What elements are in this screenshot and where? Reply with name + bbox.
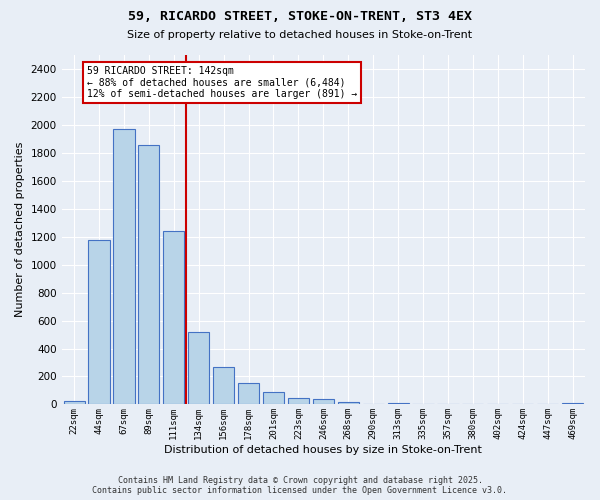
Bar bbox=[263, 392, 284, 404]
Bar bbox=[188, 332, 209, 404]
Bar bbox=[213, 366, 234, 405]
Bar bbox=[88, 240, 110, 404]
Bar bbox=[238, 383, 259, 404]
Y-axis label: Number of detached properties: Number of detached properties bbox=[15, 142, 25, 318]
Bar bbox=[338, 402, 359, 404]
X-axis label: Distribution of detached houses by size in Stoke-on-Trent: Distribution of detached houses by size … bbox=[164, 445, 482, 455]
Text: Contains HM Land Registry data © Crown copyright and database right 2025.
Contai: Contains HM Land Registry data © Crown c… bbox=[92, 476, 508, 495]
Bar bbox=[388, 402, 409, 404]
Bar bbox=[163, 231, 184, 404]
Bar bbox=[64, 401, 85, 404]
Bar bbox=[113, 129, 134, 404]
Bar bbox=[562, 403, 583, 404]
Text: Size of property relative to detached houses in Stoke-on-Trent: Size of property relative to detached ho… bbox=[127, 30, 473, 40]
Text: 59 RICARDO STREET: 142sqm
← 88% of detached houses are smaller (6,484)
12% of se: 59 RICARDO STREET: 142sqm ← 88% of detac… bbox=[86, 66, 357, 100]
Bar bbox=[288, 398, 309, 404]
Bar bbox=[138, 145, 160, 405]
Text: 59, RICARDO STREET, STOKE-ON-TRENT, ST3 4EX: 59, RICARDO STREET, STOKE-ON-TRENT, ST3 … bbox=[128, 10, 472, 23]
Bar bbox=[313, 399, 334, 404]
